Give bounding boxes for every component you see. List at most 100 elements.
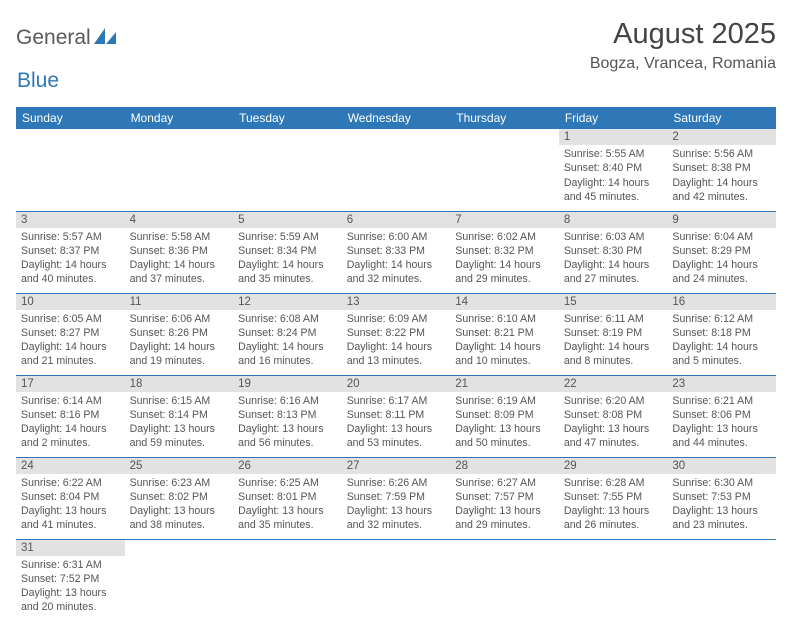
day-line-d2: and 8 minutes. [564, 354, 663, 368]
calendar-cell: 24Sunrise: 6:22 AMSunset: 8:04 PMDayligh… [16, 457, 125, 539]
day-number: 6 [342, 212, 451, 228]
calendar-cell: 20Sunrise: 6:17 AMSunset: 8:11 PMDayligh… [342, 375, 451, 457]
day-line-d1: Daylight: 13 hours [347, 504, 446, 518]
day-line-sr: Sunrise: 6:02 AM [455, 230, 554, 244]
calendar-cell: 29Sunrise: 6:28 AMSunset: 7:55 PMDayligh… [559, 457, 668, 539]
day-line-ss: Sunset: 8:26 PM [130, 326, 229, 340]
day-line-ss: Sunset: 8:33 PM [347, 244, 446, 258]
day-line-sr: Sunrise: 6:05 AM [21, 312, 120, 326]
day-line-sr: Sunrise: 6:11 AM [564, 312, 663, 326]
day-line-d1: Daylight: 13 hours [238, 504, 337, 518]
day-details: Sunrise: 6:11 AMSunset: 8:19 PMDaylight:… [559, 310, 668, 372]
calendar-cell [125, 129, 234, 211]
day-details: Sunrise: 6:21 AMSunset: 8:06 PMDaylight:… [667, 392, 776, 454]
day-line-ss: Sunset: 8:08 PM [564, 408, 663, 422]
day-number: 1 [559, 129, 668, 145]
day-number: 3 [16, 212, 125, 228]
day-line-ss: Sunset: 8:02 PM [130, 490, 229, 504]
day-line-sr: Sunrise: 6:28 AM [564, 476, 663, 490]
calendar-cell: 21Sunrise: 6:19 AMSunset: 8:09 PMDayligh… [450, 375, 559, 457]
day-details: Sunrise: 6:04 AMSunset: 8:29 PMDaylight:… [667, 228, 776, 290]
day-line-d2: and 56 minutes. [238, 436, 337, 450]
day-details: Sunrise: 6:06 AMSunset: 8:26 PMDaylight:… [125, 310, 234, 372]
month-title: August 2025 [590, 18, 776, 51]
day-line-d1: Daylight: 13 hours [672, 422, 771, 436]
day-number: 2 [667, 129, 776, 145]
day-line-d2: and 5 minutes. [672, 354, 771, 368]
day-line-d1: Daylight: 13 hours [130, 422, 229, 436]
calendar-week: 3Sunrise: 5:57 AMSunset: 8:37 PMDaylight… [16, 211, 776, 293]
day-header: Sunday [16, 107, 125, 129]
header-row: General Blue August 2025 Bogza, Vrancea,… [16, 18, 776, 93]
day-line-d1: Daylight: 14 hours [455, 258, 554, 272]
day-details: Sunrise: 6:14 AMSunset: 8:16 PMDaylight:… [16, 392, 125, 454]
day-details: Sunrise: 5:56 AMSunset: 8:38 PMDaylight:… [667, 145, 776, 207]
day-line-d1: Daylight: 14 hours [130, 258, 229, 272]
calendar-cell [450, 539, 559, 621]
day-number: 24 [16, 458, 125, 474]
calendar-cell: 3Sunrise: 5:57 AMSunset: 8:37 PMDaylight… [16, 211, 125, 293]
calendar-cell: 2Sunrise: 5:56 AMSunset: 8:38 PMDaylight… [667, 129, 776, 211]
calendar-table: SundayMondayTuesdayWednesdayThursdayFrid… [16, 107, 776, 621]
calendar-week: 17Sunrise: 6:14 AMSunset: 8:16 PMDayligh… [16, 375, 776, 457]
day-header: Thursday [450, 107, 559, 129]
day-line-sr: Sunrise: 6:06 AM [130, 312, 229, 326]
day-details: Sunrise: 5:58 AMSunset: 8:36 PMDaylight:… [125, 228, 234, 290]
day-details: Sunrise: 6:02 AMSunset: 8:32 PMDaylight:… [450, 228, 559, 290]
day-details: Sunrise: 6:19 AMSunset: 8:09 PMDaylight:… [450, 392, 559, 454]
day-header: Wednesday [342, 107, 451, 129]
day-line-d2: and 27 minutes. [564, 272, 663, 286]
day-number: 8 [559, 212, 668, 228]
day-line-sr: Sunrise: 6:10 AM [455, 312, 554, 326]
calendar-body: 1Sunrise: 5:55 AMSunset: 8:40 PMDaylight… [16, 129, 776, 621]
day-line-ss: Sunset: 8:04 PM [21, 490, 120, 504]
calendar-cell: 30Sunrise: 6:30 AMSunset: 7:53 PMDayligh… [667, 457, 776, 539]
day-line-ss: Sunset: 8:22 PM [347, 326, 446, 340]
day-details: Sunrise: 6:16 AMSunset: 8:13 PMDaylight:… [233, 392, 342, 454]
day-details: Sunrise: 6:22 AMSunset: 8:04 PMDaylight:… [16, 474, 125, 536]
day-line-d2: and 38 minutes. [130, 518, 229, 532]
brand-logo: General Blue [16, 26, 116, 93]
day-line-d2: and 37 minutes. [130, 272, 229, 286]
calendar-cell: 7Sunrise: 6:02 AMSunset: 8:32 PMDaylight… [450, 211, 559, 293]
day-line-d1: Daylight: 13 hours [455, 504, 554, 518]
calendar-cell [450, 129, 559, 211]
day-line-sr: Sunrise: 6:31 AM [21, 558, 120, 572]
day-line-sr: Sunrise: 6:15 AM [130, 394, 229, 408]
day-header-row: SundayMondayTuesdayWednesdayThursdayFrid… [16, 107, 776, 129]
brand-general: General [16, 26, 91, 50]
day-details: Sunrise: 6:00 AMSunset: 8:33 PMDaylight:… [342, 228, 451, 290]
day-details: Sunrise: 6:05 AMSunset: 8:27 PMDaylight:… [16, 310, 125, 372]
day-line-d1: Daylight: 14 hours [672, 258, 771, 272]
day-line-d1: Daylight: 13 hours [21, 586, 120, 600]
day-line-sr: Sunrise: 6:16 AM [238, 394, 337, 408]
calendar-cell [342, 539, 451, 621]
day-line-d2: and 32 minutes. [347, 272, 446, 286]
day-number: 18 [125, 376, 234, 392]
day-line-d1: Daylight: 13 hours [672, 504, 771, 518]
day-line-d1: Daylight: 13 hours [130, 504, 229, 518]
day-number: 29 [559, 458, 668, 474]
day-details: Sunrise: 6:30 AMSunset: 7:53 PMDaylight:… [667, 474, 776, 536]
day-line-d2: and 19 minutes. [130, 354, 229, 368]
day-header: Saturday [667, 107, 776, 129]
day-number: 5 [233, 212, 342, 228]
day-line-sr: Sunrise: 6:08 AM [238, 312, 337, 326]
day-line-d2: and 13 minutes. [347, 354, 446, 368]
calendar-cell: 19Sunrise: 6:16 AMSunset: 8:13 PMDayligh… [233, 375, 342, 457]
day-line-d2: and 59 minutes. [130, 436, 229, 450]
day-line-sr: Sunrise: 6:17 AM [347, 394, 446, 408]
calendar-cell: 12Sunrise: 6:08 AMSunset: 8:24 PMDayligh… [233, 293, 342, 375]
calendar-cell: 10Sunrise: 6:05 AMSunset: 8:27 PMDayligh… [16, 293, 125, 375]
calendar-cell: 14Sunrise: 6:10 AMSunset: 8:21 PMDayligh… [450, 293, 559, 375]
day-line-d1: Daylight: 13 hours [347, 422, 446, 436]
day-line-ss: Sunset: 8:21 PM [455, 326, 554, 340]
calendar-cell: 31Sunrise: 6:31 AMSunset: 7:52 PMDayligh… [16, 539, 125, 621]
calendar-cell: 23Sunrise: 6:21 AMSunset: 8:06 PMDayligh… [667, 375, 776, 457]
calendar-cell: 9Sunrise: 6:04 AMSunset: 8:29 PMDaylight… [667, 211, 776, 293]
day-details: Sunrise: 6:25 AMSunset: 8:01 PMDaylight:… [233, 474, 342, 536]
day-line-ss: Sunset: 8:36 PM [130, 244, 229, 258]
day-number: 9 [667, 212, 776, 228]
day-line-d1: Daylight: 14 hours [347, 258, 446, 272]
day-number: 21 [450, 376, 559, 392]
